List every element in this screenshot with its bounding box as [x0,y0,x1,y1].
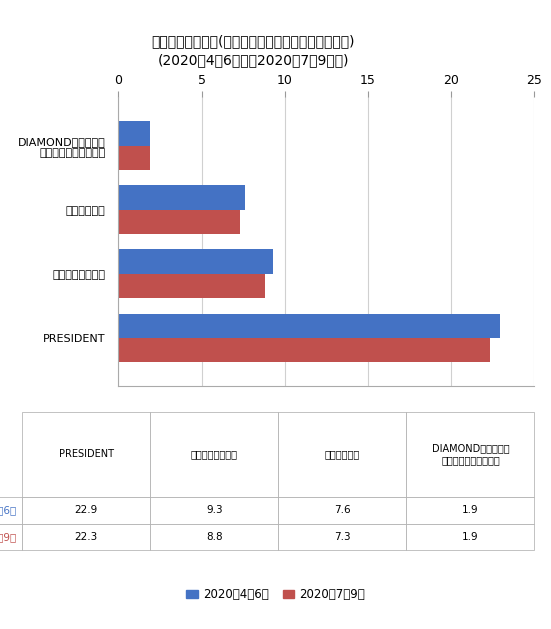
Text: 印刷証明付き部数(ビジネス・金融・マネー誌、万部): 印刷証明付き部数(ビジネス・金融・マネー誌、万部) [152,34,355,48]
Text: (2020年4〜6月期と2020年7〜9月期): (2020年4〜6月期と2020年7〜9月期) [158,53,349,67]
Bar [118,250,273,274]
Bar [118,186,245,209]
Legend: 2020年4〜6月, 2020年7〜9月: 2020年4〜6月, 2020年7〜9月 [181,583,370,606]
Bar [118,145,150,170]
Bar [118,338,489,362]
Bar [118,274,265,298]
Bar [118,314,500,338]
Bar [118,209,240,234]
Bar [118,121,150,145]
